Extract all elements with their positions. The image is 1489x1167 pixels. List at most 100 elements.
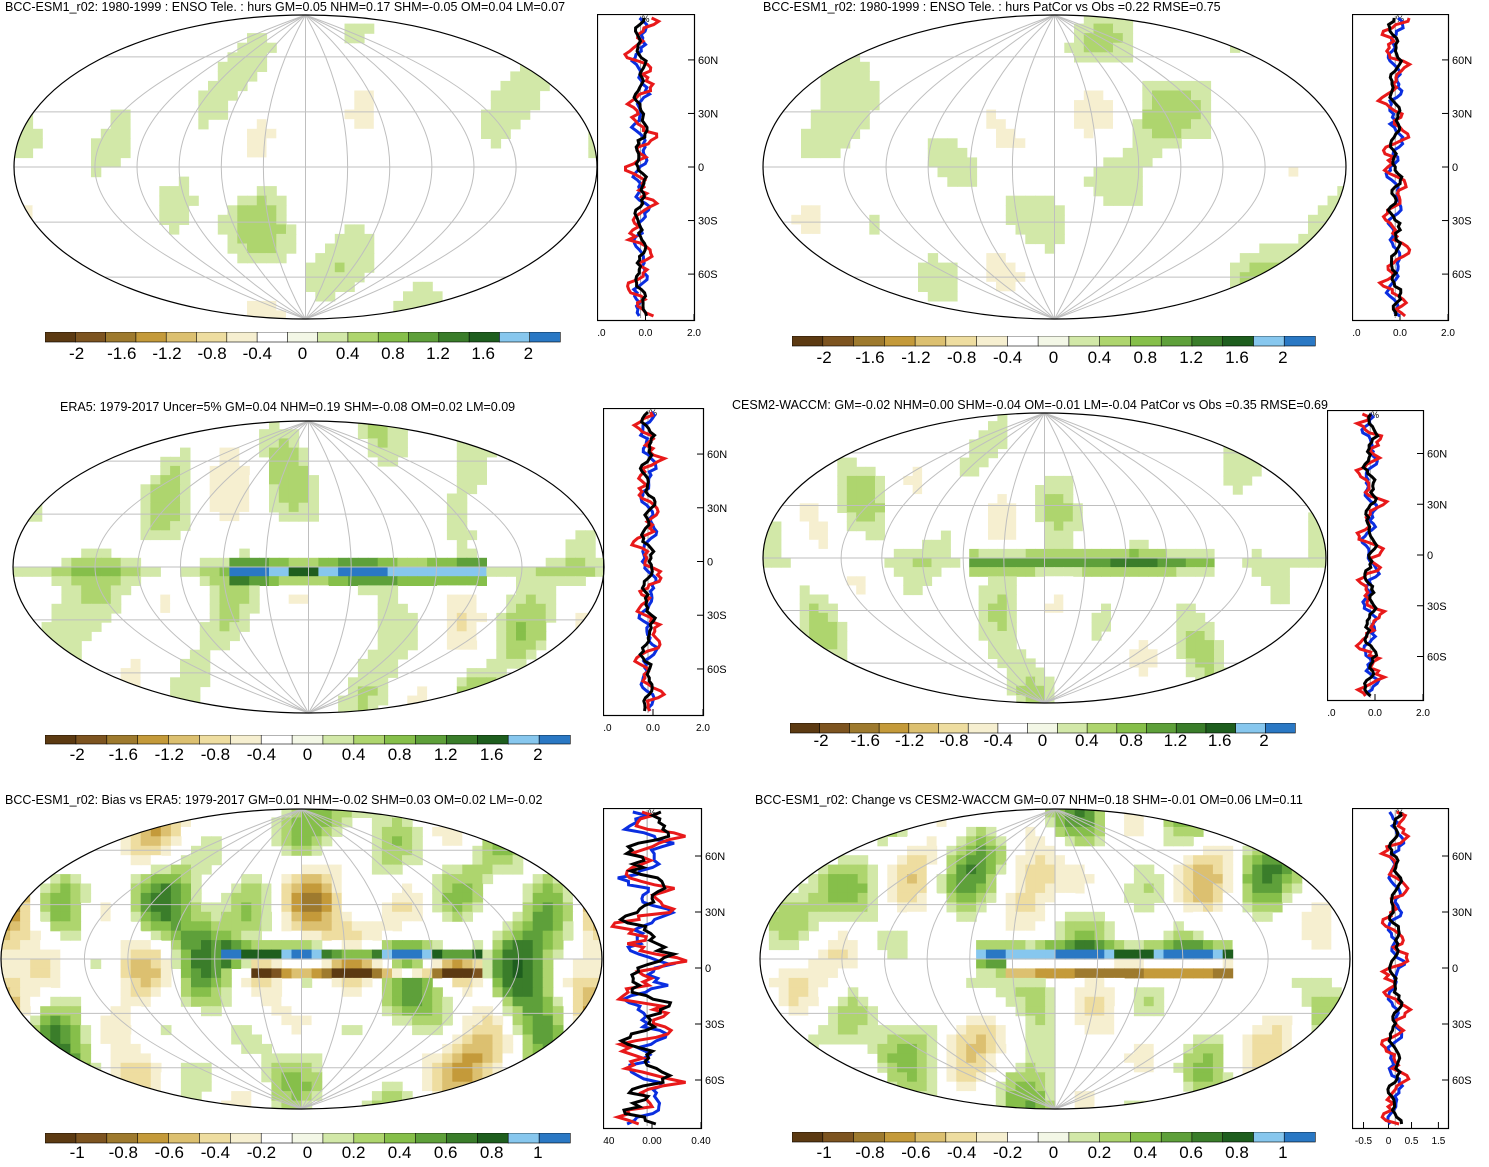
zonal-x-tick: -2.0	[1352, 328, 1361, 339]
zonal-x-tick: -0.40	[603, 1136, 615, 1147]
colorbar-swatch	[416, 1133, 447, 1143]
zonal-lat-tick: 30S	[698, 216, 718, 228]
colorbar-swatch	[530, 332, 561, 342]
colorbar-tick-label: -2	[69, 344, 84, 363]
colorbar-swatch	[447, 1133, 478, 1143]
colorbar-tick-label: 0.8	[381, 344, 405, 363]
colorbar-swatch	[977, 1132, 1008, 1142]
colorbar-tick-label: -1.2	[155, 745, 184, 764]
zonal-lat-tick: 0	[698, 162, 704, 174]
colorbar-tick-label: 0.4	[388, 1143, 412, 1162]
colorbar-swatch	[1284, 1132, 1315, 1142]
colorbar-tick-label: 2	[1259, 731, 1268, 750]
colorbar-tick-label: -1.6	[851, 731, 880, 750]
colorbar-swatch	[354, 1133, 385, 1143]
colorbar-tick-label: 1.6	[1225, 348, 1249, 367]
zonal-x-tick: 0.0	[1368, 708, 1382, 719]
colorbar-swatch	[323, 1133, 354, 1143]
colorbar-tick-label: -0.2	[247, 1143, 276, 1162]
zonal-lat-tick: 0	[705, 963, 711, 975]
colorbar-swatch	[385, 1133, 416, 1143]
colorbar-swatch	[539, 735, 570, 744]
colorbar-tick-label: -0.6	[155, 1143, 184, 1162]
colorbar-tick-label: 2	[524, 344, 533, 363]
colorbar-tick-label: -0.8	[201, 745, 230, 764]
colorbar-tick-label: 0	[1049, 348, 1058, 367]
colorbar-tick-label: 0.4	[1133, 1143, 1157, 1162]
colorbar-tick-label: 1.6	[471, 344, 495, 363]
colorbar-swatch	[385, 735, 416, 744]
map-plot	[0, 808, 603, 1110]
zonal-lat-tick: 30N	[698, 108, 718, 120]
map-plot	[759, 808, 1351, 1110]
zonal-lat-tick: 60N	[705, 851, 725, 863]
colorbar-tick-label: -0.4	[243, 344, 272, 363]
colorbar-tick-label: 1	[1278, 1143, 1287, 1162]
colorbar-swatch	[1038, 336, 1069, 346]
zonal-x-tick: 0.00	[642, 1136, 662, 1147]
colorbar-swatch	[792, 1132, 823, 1142]
zonal-lat-tick: 60N	[707, 449, 727, 461]
colorbar-tick-label: -0.4	[247, 745, 276, 764]
zonal-lat-tick: 60S	[707, 664, 727, 676]
colorbar-swatch	[1130, 1132, 1161, 1142]
colorbar-swatch	[823, 1132, 854, 1142]
zonal-x-tick: 0	[1386, 1136, 1392, 1147]
colorbar-tick-label: 1.6	[1208, 731, 1232, 750]
colorbar-swatch	[76, 735, 107, 744]
colorbar-swatch	[227, 332, 258, 342]
zonal-lat-tick: 30S	[707, 610, 727, 622]
map-plot	[762, 412, 1327, 704]
colorbar-swatch	[439, 332, 470, 342]
zonal-x-tick: -2.0	[603, 723, 612, 734]
colorbar-tick-label: 0.8	[1225, 1143, 1249, 1162]
panel-title: BCC-ESM1_r02: Bias vs ERA5: 1979-2017 GM…	[5, 793, 542, 807]
colorbar-swatch	[45, 1133, 76, 1143]
zonal-lat-tick: 30S	[1452, 1019, 1472, 1031]
colorbar-swatch	[230, 735, 261, 744]
colorbar-swatch	[292, 1133, 323, 1143]
colorbar-tick-label: -0.8	[109, 1143, 138, 1162]
map-plot	[13, 14, 598, 320]
colorbar-swatch	[45, 332, 76, 342]
zonal-x-tick: 0.40	[691, 1136, 711, 1147]
colorbar-swatch	[1192, 1132, 1223, 1142]
colorbar-swatch	[261, 735, 292, 744]
colorbar-tick-label: 0.6	[434, 1143, 458, 1162]
colorbar-tick-label: -0.4	[947, 1143, 976, 1162]
colorbar-tick-label: -1.2	[152, 344, 181, 363]
colorbar-tick-label: -2	[813, 731, 828, 750]
zonal-x-tick: 2.0	[687, 328, 701, 339]
colorbar-swatch	[348, 332, 379, 342]
zonal-lat-tick: 30N	[1452, 907, 1472, 919]
colorbar-tick-label: 0.8	[480, 1143, 504, 1162]
colorbar-tick-label: 1.2	[1164, 731, 1188, 750]
colorbar-tick-label: -0.4	[993, 348, 1022, 367]
colorbar-swatch	[45, 735, 76, 744]
colorbar-tick-label: 0.6	[1179, 1143, 1203, 1162]
colorbar-swatch	[107, 735, 138, 744]
colorbar-swatch	[75, 332, 106, 342]
colorbar-tick-label: 0.8	[1133, 348, 1157, 367]
zonal-x-tick: -0.5	[1355, 1136, 1373, 1147]
colorbar-swatch	[136, 332, 167, 342]
colorbar-swatch	[1100, 336, 1131, 346]
colorbar-swatch	[199, 735, 230, 744]
colorbar-tick-label: -1.2	[901, 348, 930, 367]
colorbar-swatch	[1130, 336, 1161, 346]
zonal-lat-tick: 30N	[1452, 108, 1472, 120]
colorbar-swatch	[946, 1132, 977, 1142]
colorbar-swatch	[76, 1133, 107, 1143]
zonal-lat-tick: 30S	[1427, 601, 1447, 613]
colorbar-tick-label: 2	[1278, 348, 1287, 367]
colorbar-swatch	[884, 1132, 915, 1142]
colorbar-swatch	[138, 1133, 169, 1143]
colorbar-swatch	[106, 332, 137, 342]
zonal-lat-tick: 30S	[705, 1019, 725, 1031]
zonal-lat-tick: 0	[707, 557, 713, 569]
zonal-lat-tick: 30N	[705, 907, 725, 919]
colorbar-tick-label: -1	[817, 1143, 832, 1162]
